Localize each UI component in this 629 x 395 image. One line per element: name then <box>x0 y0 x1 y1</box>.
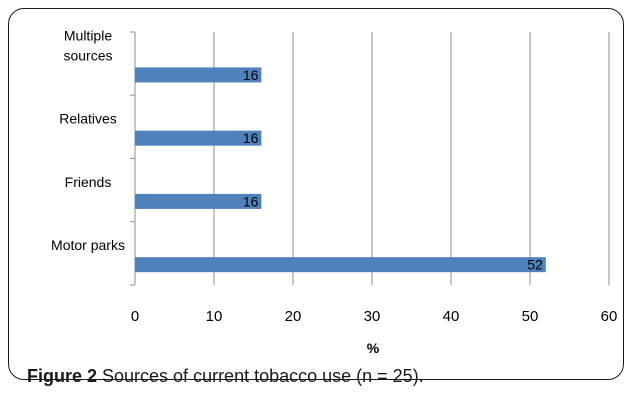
bar <box>135 257 546 273</box>
x-tick-label: 0 <box>131 308 139 325</box>
x-tick-label: 50 <box>522 308 539 325</box>
x-tick-label: 20 <box>285 308 302 325</box>
gridlines <box>213 32 610 285</box>
bars: 16 16 16 52 <box>135 67 546 273</box>
category-label-line: Motor parks <box>51 237 125 253</box>
data-label: 16 <box>243 193 259 209</box>
bar <box>135 193 262 209</box>
x-axis-label: % <box>367 340 380 356</box>
figure-caption-period: . <box>418 366 424 386</box>
x-tick-label: 10 <box>206 308 223 325</box>
category-label: Multiple sources <box>63 27 112 63</box>
figure-caption-text: Sources of current tobacco use (n = 25) <box>97 366 419 386</box>
x-tick-label: 60 <box>601 308 618 325</box>
category-label-line: Multiple <box>64 27 112 43</box>
figure-caption: Figure 2 Sources of current tobacco use … <box>27 366 424 387</box>
category-axis <box>130 31 136 286</box>
x-tick-labels: 0 10 20 30 40 50 60 <box>131 308 618 325</box>
figure-caption-label: Figure 2 <box>27 366 98 386</box>
x-tick-label: 40 <box>443 308 460 325</box>
figure-frame <box>8 8 624 380</box>
category-label-line: Relatives <box>59 111 117 127</box>
data-label: 16 <box>243 67 259 83</box>
category-label: Motor parks <box>51 237 125 253</box>
bar <box>135 130 262 146</box>
category-label: Friends <box>65 174 112 190</box>
category-label-line: sources <box>63 47 112 63</box>
x-tick-label: 30 <box>364 308 381 325</box>
bar <box>135 67 262 83</box>
category-label: Relatives <box>59 111 117 127</box>
data-label: 52 <box>527 257 543 273</box>
data-label: 16 <box>243 130 259 146</box>
category-labels: Multiple sources Relatives Friends Motor par… <box>51 27 125 253</box>
category-label-line: Friends <box>65 174 112 190</box>
